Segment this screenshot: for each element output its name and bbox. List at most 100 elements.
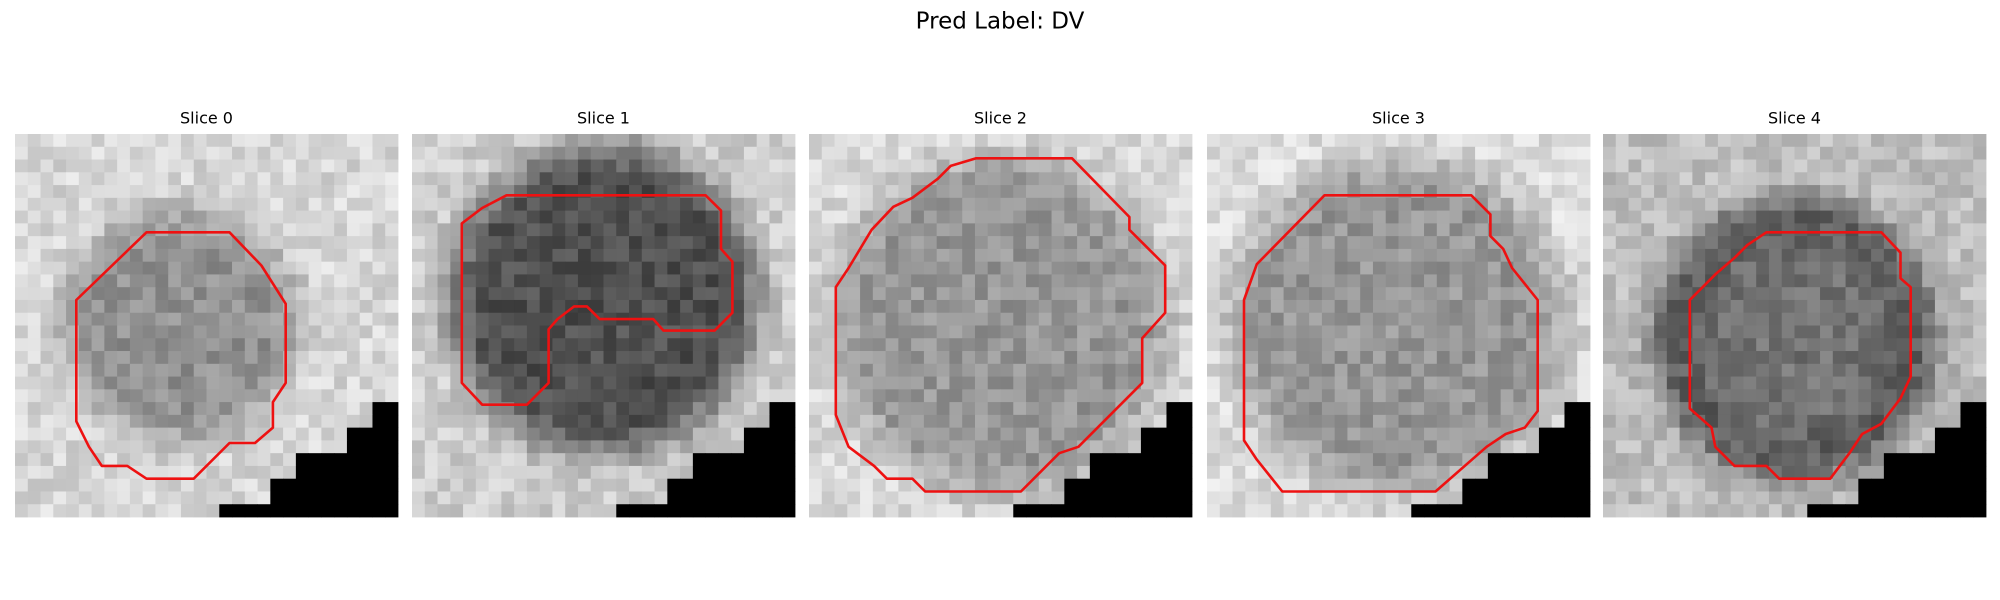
image-pixel: [1717, 427, 1732, 441]
image-pixel: [270, 248, 284, 263]
image-pixel: [1309, 325, 1323, 339]
image-pixel: [1551, 236, 1565, 250]
image-pixel: [359, 312, 373, 326]
image-pixel: [1922, 299, 1936, 314]
image-pixel: [1743, 465, 1757, 480]
image-pixel: [1538, 453, 1553, 467]
image-pixel: [1270, 351, 1284, 365]
image-pixel: [501, 312, 515, 326]
image-pixel: [577, 363, 592, 377]
image-pixel: [1577, 223, 1591, 237]
image-pixel: [885, 465, 899, 480]
image-pixel: [463, 223, 477, 237]
image-pixel: [718, 185, 732, 199]
image-pixel: [1603, 427, 1617, 441]
image-pixel: [1845, 197, 1859, 211]
image-pixel: [168, 376, 182, 390]
image-pixel: [743, 453, 758, 467]
image-pixel: [1219, 134, 1233, 148]
image-pixel: [232, 274, 246, 288]
image-pixel: [1424, 453, 1438, 467]
image-pixel: [1654, 465, 1668, 480]
image-pixel: [1475, 299, 1489, 314]
image-pixel: [885, 210, 899, 224]
image-pixel: [1883, 312, 1898, 326]
image-pixel: [168, 299, 182, 314]
image-pixel: [475, 465, 489, 480]
image-pixel: [40, 478, 54, 492]
image-pixel: [1153, 402, 1167, 416]
image-pixel: [1960, 478, 1974, 492]
image-pixel: [1820, 223, 1834, 237]
image-pixel: [629, 453, 643, 467]
image-pixel: [718, 338, 732, 352]
image-pixel: [1219, 274, 1233, 288]
image-pixel: [526, 427, 541, 441]
image-pixel: [450, 402, 464, 416]
image-pixel: [1896, 299, 1910, 314]
image-pixel: [1207, 504, 1221, 518]
image-pixel: [1756, 261, 1770, 275]
image-pixel: [91, 312, 105, 326]
image-pixel: [641, 261, 655, 275]
image-pixel: [1013, 197, 1027, 211]
image-pixel: [1219, 159, 1233, 173]
image-pixel: [117, 402, 131, 416]
image-pixel: [1615, 453, 1629, 467]
image-pixel: [1487, 134, 1502, 148]
image-pixel: [705, 159, 719, 173]
image-pixel: [1564, 376, 1578, 390]
image-pixel: [526, 172, 541, 186]
image-pixel: [821, 504, 835, 518]
image-pixel: [1679, 414, 1693, 429]
image-pixel: [206, 223, 220, 237]
image-pixel: [1207, 146, 1221, 160]
image-pixel: [1166, 261, 1180, 275]
image-pixel: [1820, 146, 1834, 160]
image-pixel: [654, 159, 668, 173]
image-pixel: [1334, 223, 1348, 237]
image-pixel: [514, 172, 528, 186]
image-pixel: [1462, 134, 1476, 148]
image-pixel: [257, 236, 271, 250]
image-pixel: [1692, 159, 1706, 173]
image-pixel: [743, 402, 758, 416]
image-pixel: [1000, 402, 1014, 416]
image-pixel: [616, 146, 630, 160]
image-pixel: [692, 478, 707, 492]
image-pixel: [1577, 287, 1591, 301]
image-pixel: [860, 197, 874, 211]
image-pixel: [1858, 274, 1872, 288]
image-pixel: [1551, 465, 1565, 480]
image-pixel: [1551, 172, 1565, 186]
image-pixel: [1347, 261, 1361, 275]
panel-title: Slice 0: [180, 109, 233, 128]
image-pixel: [756, 287, 770, 301]
image-pixel: [987, 414, 1001, 429]
image-pixel: [117, 465, 131, 480]
image-pixel: [1462, 504, 1476, 518]
image-pixel: [974, 402, 989, 416]
image-pixel: [1513, 491, 1527, 505]
image-pixel: [1960, 146, 1974, 160]
image-pixel: [923, 146, 938, 160]
image-pixel: [692, 465, 707, 480]
image-pixel: [1153, 299, 1167, 314]
image-pixel: [936, 299, 950, 314]
image-pixel: [565, 134, 579, 148]
image-pixel: [962, 210, 976, 224]
image-pixel: [1538, 402, 1553, 416]
image-pixel: [1321, 287, 1336, 301]
image-pixel: [949, 223, 963, 237]
image-pixel: [463, 389, 477, 403]
image-pixel: [1526, 197, 1540, 211]
image-pixel: [1245, 223, 1259, 237]
image-pixel: [295, 389, 310, 403]
image-pixel: [104, 223, 118, 237]
image-pixel: [463, 325, 477, 339]
image-pixel: [718, 197, 732, 211]
image-pixel: [437, 453, 451, 467]
image-pixel: [1487, 325, 1502, 339]
image-pixel: [321, 287, 335, 301]
image-pixel: [1000, 465, 1014, 480]
